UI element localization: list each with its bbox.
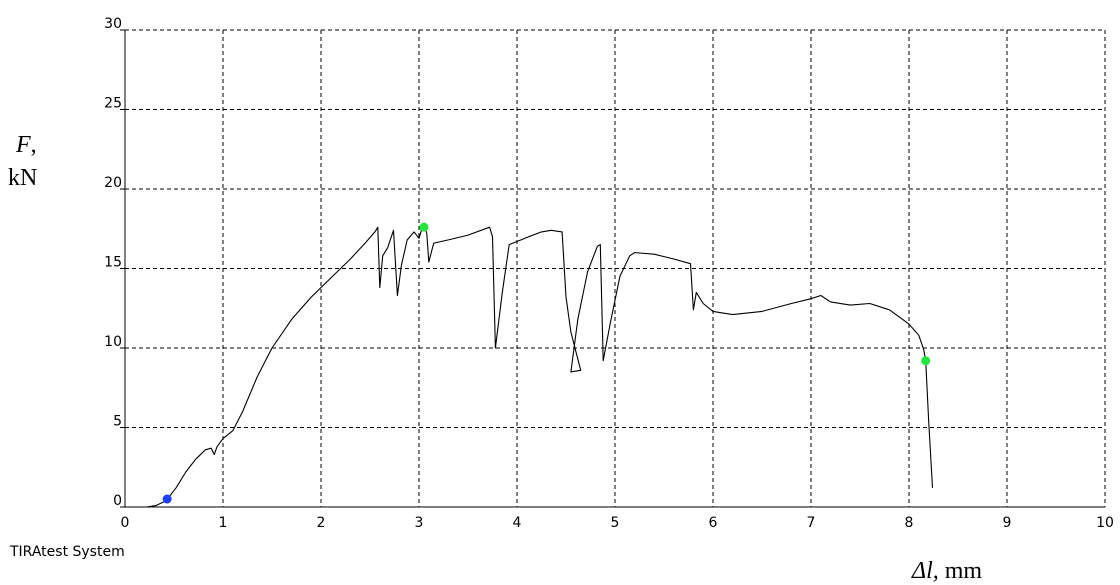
x-tick-label: 4: [513, 515, 522, 531]
x-tick-label: 6: [709, 515, 718, 531]
y-tick-label: 30: [104, 16, 122, 32]
y-axis-variable: F: [15, 132, 31, 158]
y-tick-label: 10: [104, 334, 122, 350]
y-axis-separator: ,: [31, 132, 37, 158]
data-point-marker: [921, 356, 931, 366]
x-axis-variable: Δl,: [911, 558, 939, 584]
x-tick-label: 2: [317, 515, 326, 531]
data-point-marker: [162, 494, 172, 504]
x-tick-label: 10: [1096, 515, 1114, 531]
y-tick-label: 15: [104, 255, 122, 271]
y-axis-unit: kN: [8, 165, 37, 191]
x-tick-label: 8: [905, 515, 914, 531]
x-axis-label: Δl, mm: [911, 558, 982, 584]
axes: [120, 29, 1105, 508]
x-axis-unit: mm: [939, 558, 983, 584]
y-tick-label: 20: [104, 175, 122, 191]
x-tick-label: 9: [1003, 515, 1012, 531]
x-tick-label: 3: [415, 515, 424, 531]
y-tick-label: 25: [104, 96, 122, 112]
force-curve: [146, 223, 934, 508]
y-tick-label: 5: [113, 414, 122, 430]
series: [146, 223, 934, 508]
footer-text: TIRAtest System: [9, 544, 125, 560]
grid: [125, 29, 1106, 507]
markers: [162, 222, 931, 504]
x-tick-label: 7: [807, 515, 816, 531]
x-tick-label: 1: [219, 515, 228, 531]
data-point-marker: [419, 222, 429, 232]
x-tick-labels: 0 1 2 3 4 5 6 7 8 9 10: [121, 515, 1114, 531]
y-tick-labels: 0 5 10 15 20 25 30: [104, 16, 122, 509]
y-tick-label: 0: [113, 493, 122, 509]
x-tick-label: 0: [121, 515, 130, 531]
x-tick-label: 5: [611, 515, 620, 531]
y-axis-label: F,: [15, 132, 37, 158]
